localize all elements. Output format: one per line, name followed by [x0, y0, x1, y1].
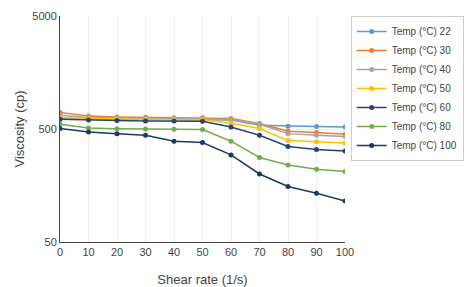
- svg-text:10: 10: [82, 246, 94, 258]
- svg-text:Shear rate (1/s): Shear rate (1/s): [157, 272, 247, 287]
- svg-text:70: 70: [253, 246, 265, 258]
- svg-text:500: 500: [38, 123, 56, 135]
- svg-text:0: 0: [57, 246, 63, 258]
- svg-text:20: 20: [111, 246, 123, 258]
- svg-text:Temp (°C) 50: Temp (°C) 50: [392, 83, 451, 94]
- svg-text:Temp (°C) 30: Temp (°C) 30: [392, 45, 451, 56]
- svg-text:100: 100: [336, 246, 354, 258]
- svg-text:Temp (°C) 22: Temp (°C) 22: [392, 26, 451, 37]
- svg-text:Temp (°C) 100: Temp (°C) 100: [392, 140, 457, 151]
- svg-text:80: 80: [282, 246, 294, 258]
- svg-text:40: 40: [168, 246, 180, 258]
- svg-text:50: 50: [196, 246, 208, 258]
- svg-text:Temp (°C) 40: Temp (°C) 40: [392, 64, 451, 75]
- svg-text:30: 30: [139, 246, 151, 258]
- svg-text:Viscosity (cp): Viscosity (cp): [12, 90, 27, 167]
- svg-text:Temp (°C) 60: Temp (°C) 60: [392, 102, 451, 113]
- svg-text:5000: 5000: [32, 10, 56, 22]
- svg-text:60: 60: [225, 246, 237, 258]
- svg-text:50: 50: [45, 236, 57, 248]
- svg-text:Temp (°C) 80: Temp (°C) 80: [392, 121, 451, 132]
- svg-text:90: 90: [310, 246, 322, 258]
